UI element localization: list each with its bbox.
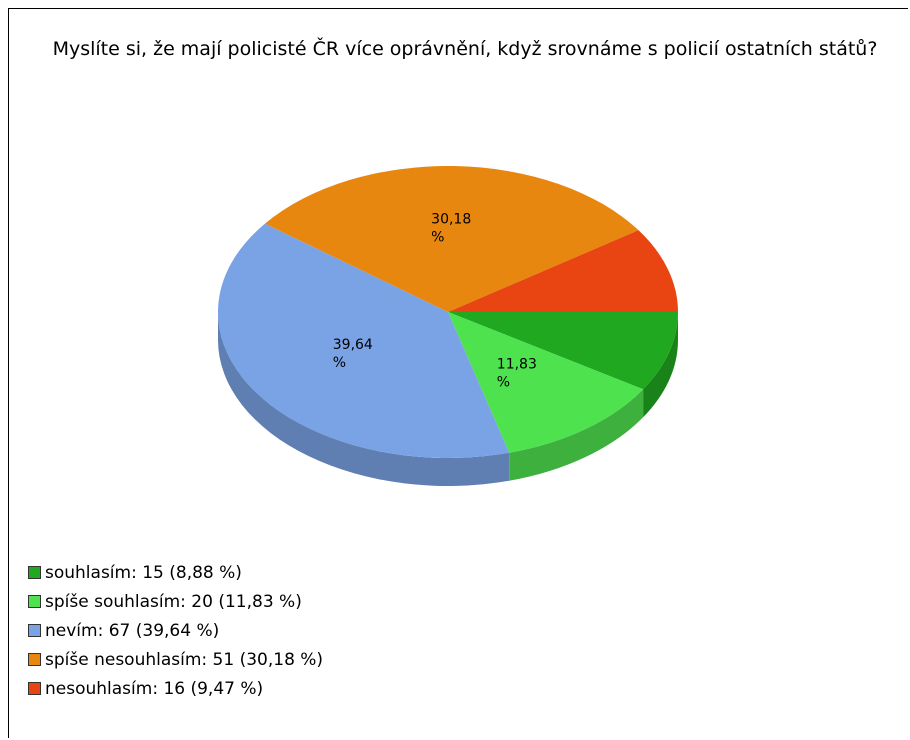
data-label-line: 39,64 <box>333 337 373 353</box>
slice <box>448 312 644 453</box>
slice-side <box>643 312 678 418</box>
legend-label: nesouhlasím: 16 (9,47 %) <box>45 678 264 699</box>
data-label: 39,64% <box>333 337 373 371</box>
data-label: 30,18% <box>431 212 471 246</box>
legend-swatch <box>28 595 41 608</box>
data-label-line: % <box>497 374 510 390</box>
legend-label: souhlasím: 15 (8,88 %) <box>45 562 242 583</box>
legend-swatch <box>28 682 41 695</box>
data-label: 11,83% <box>497 356 537 390</box>
data-label-line: % <box>333 355 346 371</box>
legend-swatch <box>28 566 41 579</box>
slice <box>264 166 639 312</box>
legend-item: nevím: 67 (39,64 %) <box>28 616 323 645</box>
legend-item: spíše nesouhlasím: 51 (30,18 %) <box>28 645 323 674</box>
slice <box>448 230 678 312</box>
legend: souhlasím: 15 (8,88 %) spíše souhlasím: 2… <box>28 558 323 703</box>
slice <box>218 223 510 458</box>
legend-swatch <box>28 653 41 666</box>
slice-side <box>509 389 644 481</box>
legend-item: souhlasím: 15 (8,88 %) <box>28 558 323 587</box>
data-label-line: 30,18 <box>431 212 471 228</box>
legend-swatch <box>28 624 41 637</box>
legend-label: spíše nesouhlasím: 51 (30,18 %) <box>45 649 324 670</box>
slice <box>448 312 678 390</box>
slice-side <box>218 312 510 486</box>
chart-title: Myslíte si, že mají policisté ČR více op… <box>52 38 878 60</box>
legend-label: spíše souhlasím: 20 (11,83 %) <box>45 591 302 612</box>
legend-label: nevím: 67 (39,64 %) <box>45 620 220 641</box>
frame <box>8 8 908 738</box>
data-label-line: 11,83 <box>497 356 537 372</box>
data-label-line: % <box>431 230 444 246</box>
legend-item: spíše souhlasím: 20 (11,83 %) <box>28 587 323 616</box>
legend-item: nesouhlasím: 16 (9,47 %) <box>28 674 323 703</box>
